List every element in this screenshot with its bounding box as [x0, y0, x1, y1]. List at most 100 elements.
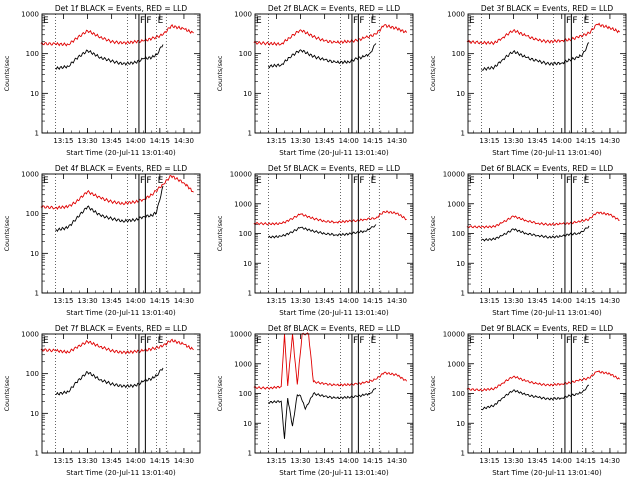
y-tick-label: 1: [35, 130, 39, 138]
x-tick-label: 13:45: [102, 457, 122, 465]
y-tick-label: 100: [452, 390, 465, 398]
flag-marker-label: E: [43, 176, 49, 186]
x-tick-label: 14:00: [339, 457, 359, 465]
x-tick-label: 13:30: [77, 137, 97, 145]
chart-title: Det 1f BLACK = Events, RED = LLD: [55, 4, 188, 13]
chart-svg: Det 1f BLACK = Events, RED = LLD Counts/s…: [3, 4, 201, 157]
flag-marker-label: F: [353, 336, 358, 346]
y-tick-label: 10000: [230, 331, 252, 339]
series-line-lld: [40, 23, 194, 47]
x-axis-label: Start Time (20-Jul-11 13:01:40): [492, 469, 602, 477]
x-tick-label: 14:15: [363, 297, 383, 305]
detector-panel: Det 3f BLACK = Events, RED = LLD Counts/s…: [426, 0, 639, 160]
y-tick-label: 1: [248, 290, 252, 298]
chart-svg: Det 3f BLACK = Events, RED = LLD Counts/s…: [429, 4, 627, 157]
plot-frame: [254, 333, 414, 454]
y-tick-label: 1000: [21, 11, 39, 19]
flag-marker-label: F: [572, 176, 577, 186]
y-tick-label: 100: [452, 230, 465, 238]
x-tick-label: 13:45: [315, 457, 335, 465]
series-line-events: [481, 225, 590, 242]
series-line-lld: [253, 23, 407, 47]
x-tick-label: 14:15: [363, 457, 383, 465]
flag-marker-label: F: [146, 336, 151, 346]
chart-svg: Det 4f BLACK = Events, RED = LLD Counts/s…: [3, 164, 201, 317]
x-tick-label: 14:15: [576, 297, 596, 305]
series-line-lld: [466, 370, 620, 392]
x-tick-label: 13:45: [102, 137, 122, 145]
x-tick-label: 13:30: [290, 457, 310, 465]
flag-marker-label: F: [359, 176, 364, 186]
x-tick-label: 14:30: [174, 297, 194, 305]
x-tick-label: 14:30: [174, 457, 194, 465]
x-tick-label: 14:30: [387, 457, 407, 465]
y-tick-label: 1000: [447, 360, 465, 368]
flag-marker-label: E: [43, 16, 49, 26]
y-axis-label: Counts/sec: [216, 375, 224, 411]
y-tick-label: 10: [243, 90, 252, 98]
y-tick-label: 10: [456, 420, 465, 428]
detector-panel: Det 2f BLACK = Events, RED = LLD Counts/s…: [213, 0, 426, 160]
y-tick-label: 1000: [234, 11, 252, 19]
flag-marker-label: E: [371, 16, 377, 26]
flag-marker-label: F: [140, 16, 145, 26]
x-axis-label: Start Time (20-Jul-11 13:01:40): [66, 309, 176, 317]
flag-marker-label: E: [371, 336, 377, 346]
chart-svg: Det 2f BLACK = Events, RED = LLD Counts/s…: [216, 4, 414, 157]
x-tick-label: 13:15: [266, 137, 286, 145]
plot-frame: [41, 13, 201, 134]
x-axis-label: Start Time (20-Jul-11 13:01:40): [66, 469, 176, 477]
y-tick-label: 10000: [443, 331, 465, 339]
x-tick-label: 14:15: [576, 137, 596, 145]
flag-marker-label: E: [584, 16, 590, 26]
plot-frame: [467, 173, 627, 294]
x-tick-label: 14:15: [150, 137, 170, 145]
flag-marker-label: E: [158, 176, 164, 186]
y-tick-label: 100: [26, 210, 39, 218]
detector-panel: Det 7f BLACK = Events, RED = LLD Counts/s…: [0, 320, 213, 480]
flag-marker-label: E: [584, 336, 590, 346]
x-tick-label: 13:45: [528, 297, 548, 305]
y-tick-label: 1000: [447, 11, 465, 19]
y-tick-label: 100: [239, 390, 252, 398]
flag-marker-label: E: [256, 176, 262, 186]
series-line-events: [268, 43, 377, 69]
series-line-lld: [253, 210, 407, 226]
series-line-lld: [40, 174, 194, 211]
y-tick-label: 10: [30, 250, 39, 258]
flag-marker-label: E: [469, 336, 475, 346]
x-tick-label: 13:45: [528, 457, 548, 465]
chart-svg: Det 7f BLACK = Events, RED = LLD Counts/s…: [3, 324, 201, 477]
x-tick-label: 14:30: [600, 297, 620, 305]
x-tick-label: 14:30: [387, 137, 407, 145]
detector-panel: Det 8f BLACK = Events, RED = LLD Counts/s…: [213, 320, 426, 480]
y-axis-label: Counts/sec: [429, 215, 437, 251]
flag-marker-label: E: [256, 16, 262, 26]
x-tick-label: 13:45: [102, 297, 122, 305]
y-tick-label: 1: [461, 290, 465, 298]
y-tick-label: 100: [26, 50, 39, 58]
y-tick-label: 10: [243, 420, 252, 428]
flag-marker-label: F: [566, 336, 571, 346]
y-axis-label: Counts/sec: [429, 55, 437, 91]
x-tick-label: 13:15: [53, 137, 73, 145]
flag-marker-label: E: [158, 16, 164, 26]
x-tick-label: 14:00: [552, 457, 572, 465]
x-tick-label: 14:30: [600, 137, 620, 145]
x-tick-label: 14:00: [126, 297, 146, 305]
chart-svg: Det 8f BLACK = Events, RED = LLD Counts/s…: [216, 324, 414, 477]
flag-marker-label: E: [371, 176, 377, 186]
y-axis-label: Counts/sec: [3, 375, 11, 411]
x-tick-label: 13:45: [315, 297, 335, 305]
flag-marker-label: F: [566, 176, 571, 186]
detector-panel: Det 9f BLACK = Events, RED = LLD Counts/s…: [426, 320, 639, 480]
y-tick-label: 100: [26, 370, 39, 378]
series-line-lld: [253, 332, 407, 390]
y-tick-label: 100: [239, 230, 252, 238]
plot-frame: [254, 173, 414, 294]
x-tick-label: 13:15: [479, 137, 499, 145]
x-tick-label: 13:30: [503, 297, 523, 305]
x-tick-label: 14:15: [363, 137, 383, 145]
series-line-events: [481, 384, 590, 411]
x-tick-label: 13:45: [315, 137, 335, 145]
